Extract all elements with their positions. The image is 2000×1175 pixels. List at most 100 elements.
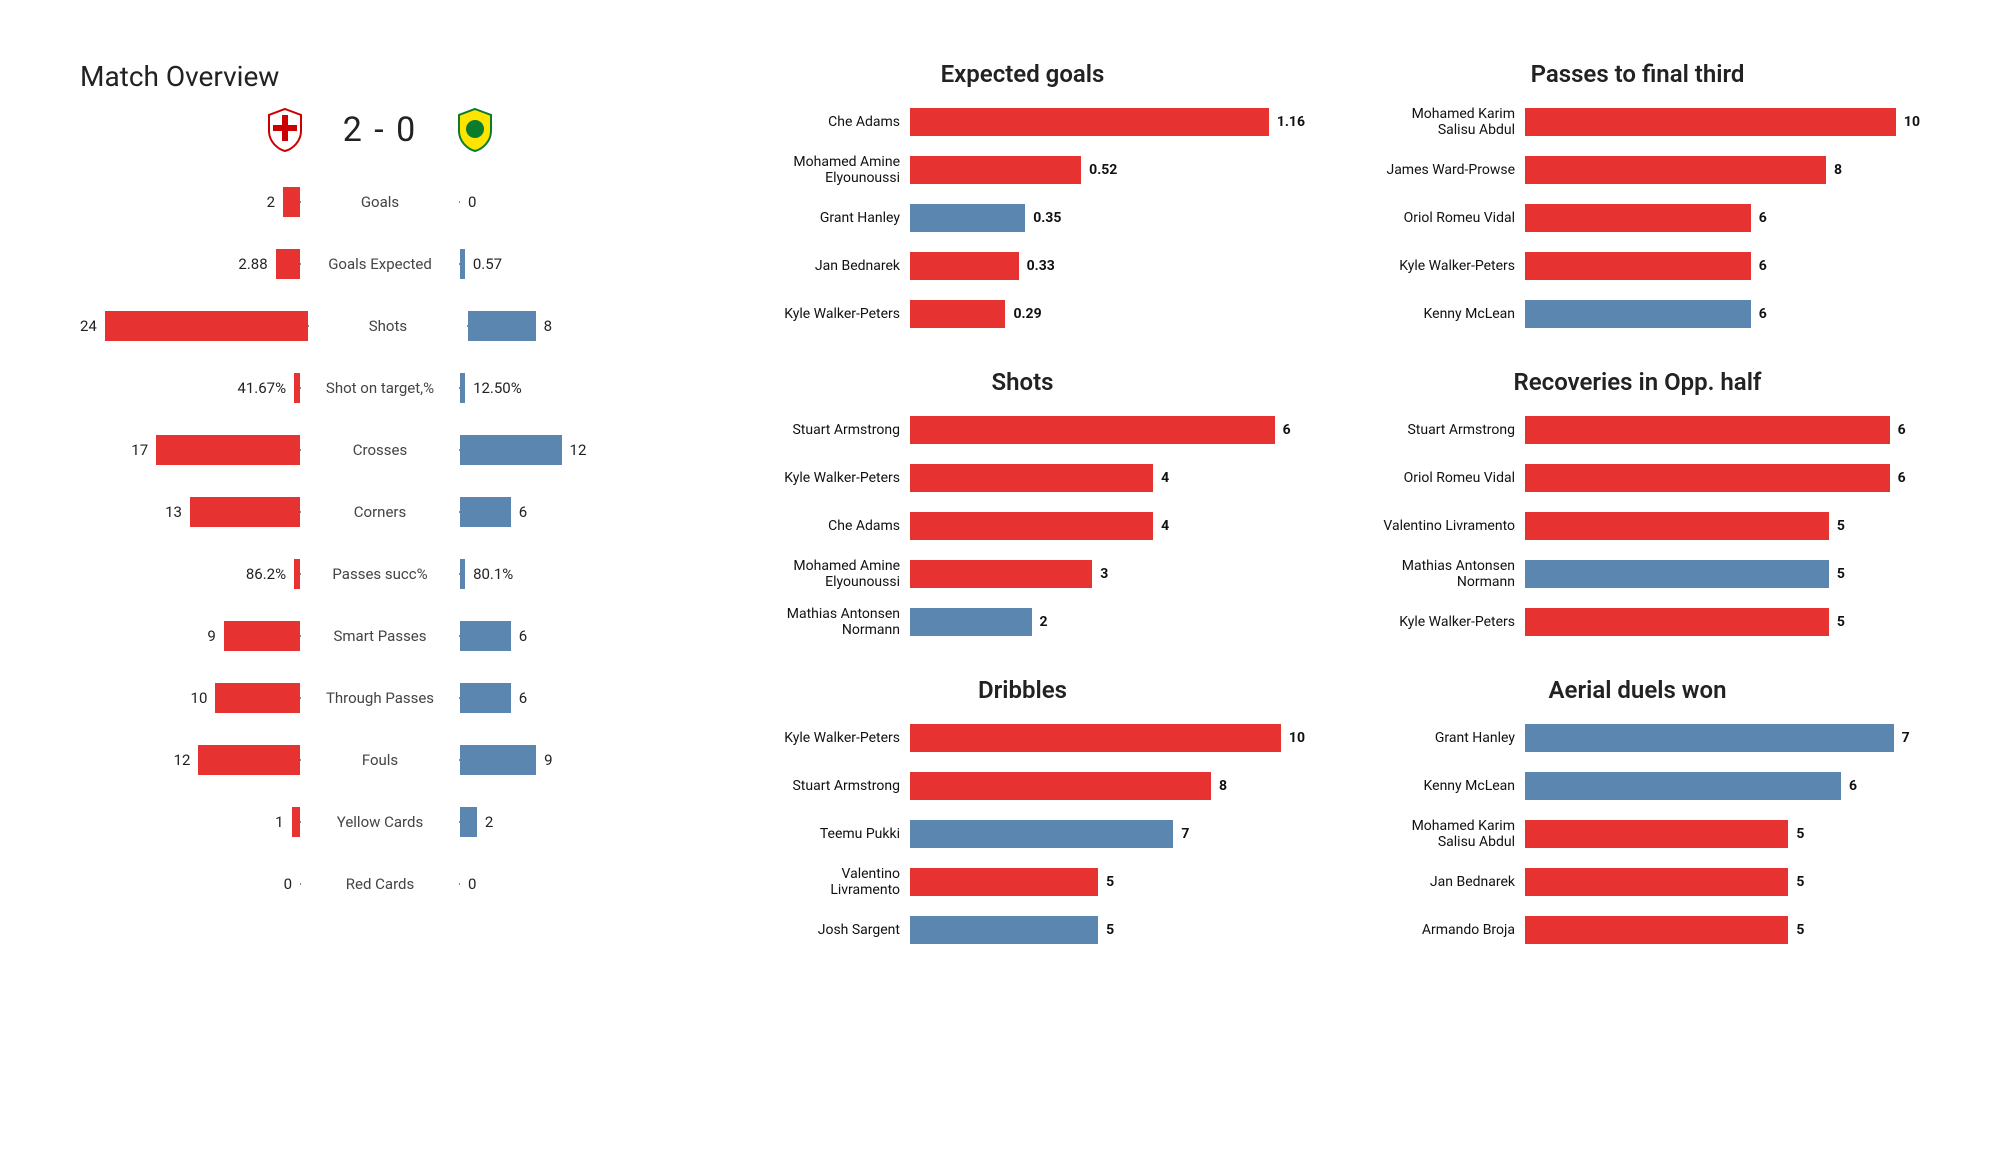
player-bar <box>1525 560 1829 588</box>
overview-home-side: 13 <box>80 497 300 527</box>
player-row: Stuart Armstrong6 <box>1355 406 1920 454</box>
overview-stat-label: Smart Passes <box>300 627 460 645</box>
overview-away-bar <box>468 311 536 341</box>
overview-row: 41.67%Shot on target,%12.50% <box>80 357 680 419</box>
player-row: Mohamed KarimSalisu Abdul10 <box>1355 98 1920 146</box>
player-row: Oriol Romeu Vidal 6 <box>1355 454 1920 502</box>
overview-away-bar <box>460 621 511 651</box>
player-bar <box>1525 464 1890 492</box>
overview-home-side: 9 <box>80 621 300 651</box>
overview-home-bar <box>276 249 300 279</box>
overview-home-value: 2.88 <box>238 255 267 273</box>
player-name: Kenny McLean <box>1355 778 1515 794</box>
player-name: Jan Bednarek <box>1355 874 1515 890</box>
player-name: Josh Sargent <box>740 922 900 938</box>
charts-column-2: Passes to final thirdMohamed KarimSalisu… <box>1355 60 1920 1135</box>
player-row: Kenny McLean6 <box>1355 290 1920 338</box>
player-value: 2 <box>1040 614 1048 630</box>
player-bar <box>1525 252 1751 280</box>
overview-away-value: 2 <box>485 813 493 831</box>
overview-away-side: 8 <box>468 311 680 341</box>
player-bar <box>910 300 1005 328</box>
player-row: Valentino Livramento5 <box>1355 502 1920 550</box>
player-value: 3 <box>1100 566 1108 582</box>
player-name: Mohamed KarimSalisu Abdul <box>1355 818 1515 850</box>
overview-away-bar <box>460 745 536 775</box>
player-name: Oriol Romeu Vidal <box>1355 210 1515 226</box>
overview-home-side: 17 <box>80 435 300 465</box>
player-bar <box>910 512 1153 540</box>
score: 2 - 0 <box>343 110 417 150</box>
player-name: Mathias AntonsenNormann <box>740 606 900 638</box>
overview-home-side: 10 <box>80 683 300 713</box>
player-bar <box>1525 868 1788 896</box>
player-value: 6 <box>1898 470 1906 486</box>
overview-stat-label: Shot on target,% <box>300 379 460 397</box>
overview-away-value: 0 <box>468 193 476 211</box>
player-bar <box>910 464 1153 492</box>
overview-away-bar <box>460 497 511 527</box>
player-bar <box>910 108 1269 136</box>
overview-home-value: 24 <box>80 317 97 335</box>
overview-away-value: 6 <box>519 627 527 645</box>
player-row: Kyle Walker-Peters6 <box>1355 242 1920 290</box>
overview-away-side: 9 <box>460 745 680 775</box>
player-row: Grant Hanley0.35 <box>740 194 1305 242</box>
player-chart-title: Dribbles <box>740 676 1305 704</box>
overview-away-value: 12.50% <box>473 379 522 397</box>
overview-home-bar <box>292 807 300 837</box>
player-bar <box>1525 820 1788 848</box>
overview-rows: 2Goals02.88Goals Expected0.5724Shots841.… <box>80 171 680 915</box>
player-chart-title: Shots <box>740 368 1305 396</box>
overview-home-bar <box>283 187 300 217</box>
player-value: 5 <box>1837 518 1845 534</box>
overview-home-value: 1 <box>275 813 283 831</box>
overview-home-value: 17 <box>131 441 148 459</box>
overview-home-value: 12 <box>174 751 191 769</box>
player-row: Mathias AntonsenNormann5 <box>1355 550 1920 598</box>
player-value: 4 <box>1161 518 1169 534</box>
overview-home-side: 2.88 <box>80 249 300 279</box>
overview-home-side: 86.2% <box>80 559 300 589</box>
player-name: ValentinoLivramento <box>740 866 900 898</box>
player-name: Stuart Armstrong <box>1355 422 1515 438</box>
player-value: 0.35 <box>1033 210 1061 226</box>
player-row: Josh Sargent5 <box>740 906 1305 954</box>
overview-home-bar <box>198 745 300 775</box>
overview-away-bar <box>460 249 465 279</box>
overview-away-value: 6 <box>519 503 527 521</box>
player-bar <box>1525 108 1896 136</box>
player-value: 5 <box>1837 566 1845 582</box>
overview-away-side: 80.1% <box>460 559 680 589</box>
overview-away-value: 80.1% <box>473 565 513 583</box>
player-bar <box>910 156 1081 184</box>
overview-home-side: 1 <box>80 807 300 837</box>
player-bar <box>910 252 1019 280</box>
overview-row: 2.88Goals Expected0.57 <box>80 233 680 295</box>
player-name: Che Adams <box>740 518 900 534</box>
overview-home-value: 0 <box>284 875 292 893</box>
overview-row: 86.2%Passes succ%80.1% <box>80 543 680 605</box>
overview-home-side: 24 <box>80 311 308 341</box>
player-row: Che Adams 4 <box>740 502 1305 550</box>
player-row: Mohamed AmineElyounoussi3 <box>740 550 1305 598</box>
player-name: James Ward-Prowse <box>1355 162 1515 178</box>
home-crest-icon <box>265 107 305 153</box>
player-name: Armando Broja <box>1355 922 1515 938</box>
overview-row: 13Corners 6 <box>80 481 680 543</box>
player-name: Oriol Romeu Vidal <box>1355 470 1515 486</box>
player-bar <box>910 820 1173 848</box>
overview-stat-label: Corners <box>300 503 460 521</box>
overview-away-side: 12 <box>460 435 680 465</box>
player-value: 7 <box>1902 730 1910 746</box>
player-row: ValentinoLivramento5 <box>740 858 1305 906</box>
overview-away-side: 2 <box>460 807 680 837</box>
player-value: 6 <box>1283 422 1291 438</box>
player-row: Kyle Walker-Peters5 <box>1355 598 1920 646</box>
player-chart-title: Aerial duels won <box>1355 676 1920 704</box>
overview-row: 10Through Passes6 <box>80 667 680 729</box>
overview-away-side: 0.57 <box>460 249 680 279</box>
player-value: 5 <box>1796 922 1804 938</box>
player-value: 5 <box>1837 614 1845 630</box>
overview-stat-label: Fouls <box>300 751 460 769</box>
